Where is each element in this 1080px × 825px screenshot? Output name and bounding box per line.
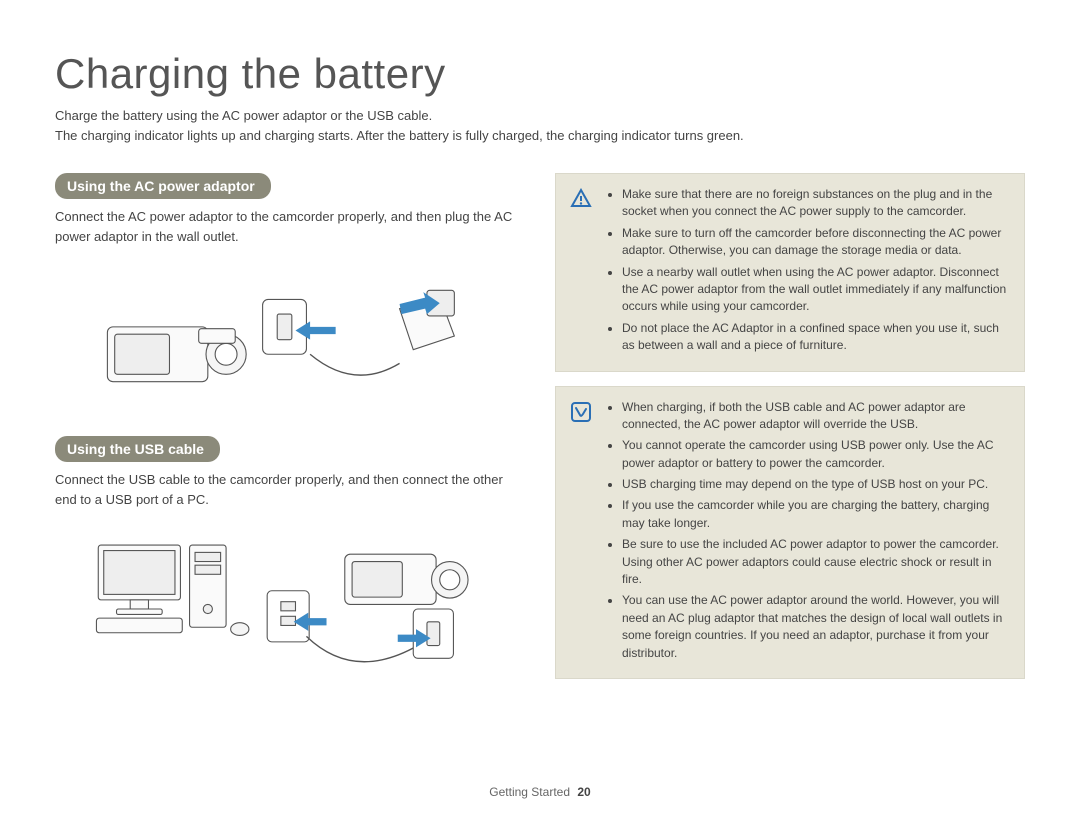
intro-line-1: Charge the battery using the AC power ad… <box>55 108 432 123</box>
info-item: When charging, if both the USB cable and… <box>622 399 1008 434</box>
page-title: Charging the battery <box>55 50 1025 98</box>
info-icon <box>570 401 592 423</box>
info-item: You cannot operate the camcorder using U… <box>622 437 1008 472</box>
section-heading-usb: Using the USB cable <box>55 436 220 462</box>
info-item: You can use the AC power adaptor around … <box>622 592 1008 662</box>
page-footer: Getting Started 20 <box>0 785 1080 799</box>
info-list: When charging, if both the USB cable and… <box>606 399 1008 666</box>
left-column: Using the AC power adaptor Connect the A… <box>55 173 525 719</box>
footer-page-number: 20 <box>577 785 590 799</box>
illustration-usb <box>55 519 525 699</box>
warning-list: Make sure that there are no foreign subs… <box>606 186 1008 359</box>
warning-item: Use a nearby wall outlet when using the … <box>622 264 1008 316</box>
content-columns: Using the AC power adaptor Connect the A… <box>55 173 1025 719</box>
warning-item: Make sure that there are no foreign subs… <box>622 186 1008 221</box>
footer-section-label: Getting Started <box>489 785 570 799</box>
section-heading-ac: Using the AC power adaptor <box>55 173 271 199</box>
warning-item: Do not place the AC Adaptor in a confine… <box>622 320 1008 355</box>
info-item: If you use the camcorder while you are c… <box>622 497 1008 532</box>
right-column: Make sure that there are no foreign subs… <box>555 173 1025 719</box>
info-note-box: When charging, if both the USB cable and… <box>555 386 1025 679</box>
section-body-usb: Connect the USB cable to the camcorder p… <box>55 470 525 509</box>
warning-item: Make sure to turn off the camcorder befo… <box>622 225 1008 260</box>
warning-icon <box>570 188 592 210</box>
illustration-ac-adaptor <box>55 256 525 416</box>
warning-note-box: Make sure that there are no foreign subs… <box>555 173 1025 372</box>
intro-text: Charge the battery using the AC power ad… <box>55 106 1025 145</box>
intro-line-2: The charging indicator lights up and cha… <box>55 128 744 143</box>
section-body-ac: Connect the AC power adaptor to the camc… <box>55 207 525 246</box>
info-item: Be sure to use the included AC power ada… <box>622 536 1008 588</box>
info-item: USB charging time may depend on the type… <box>622 476 1008 493</box>
